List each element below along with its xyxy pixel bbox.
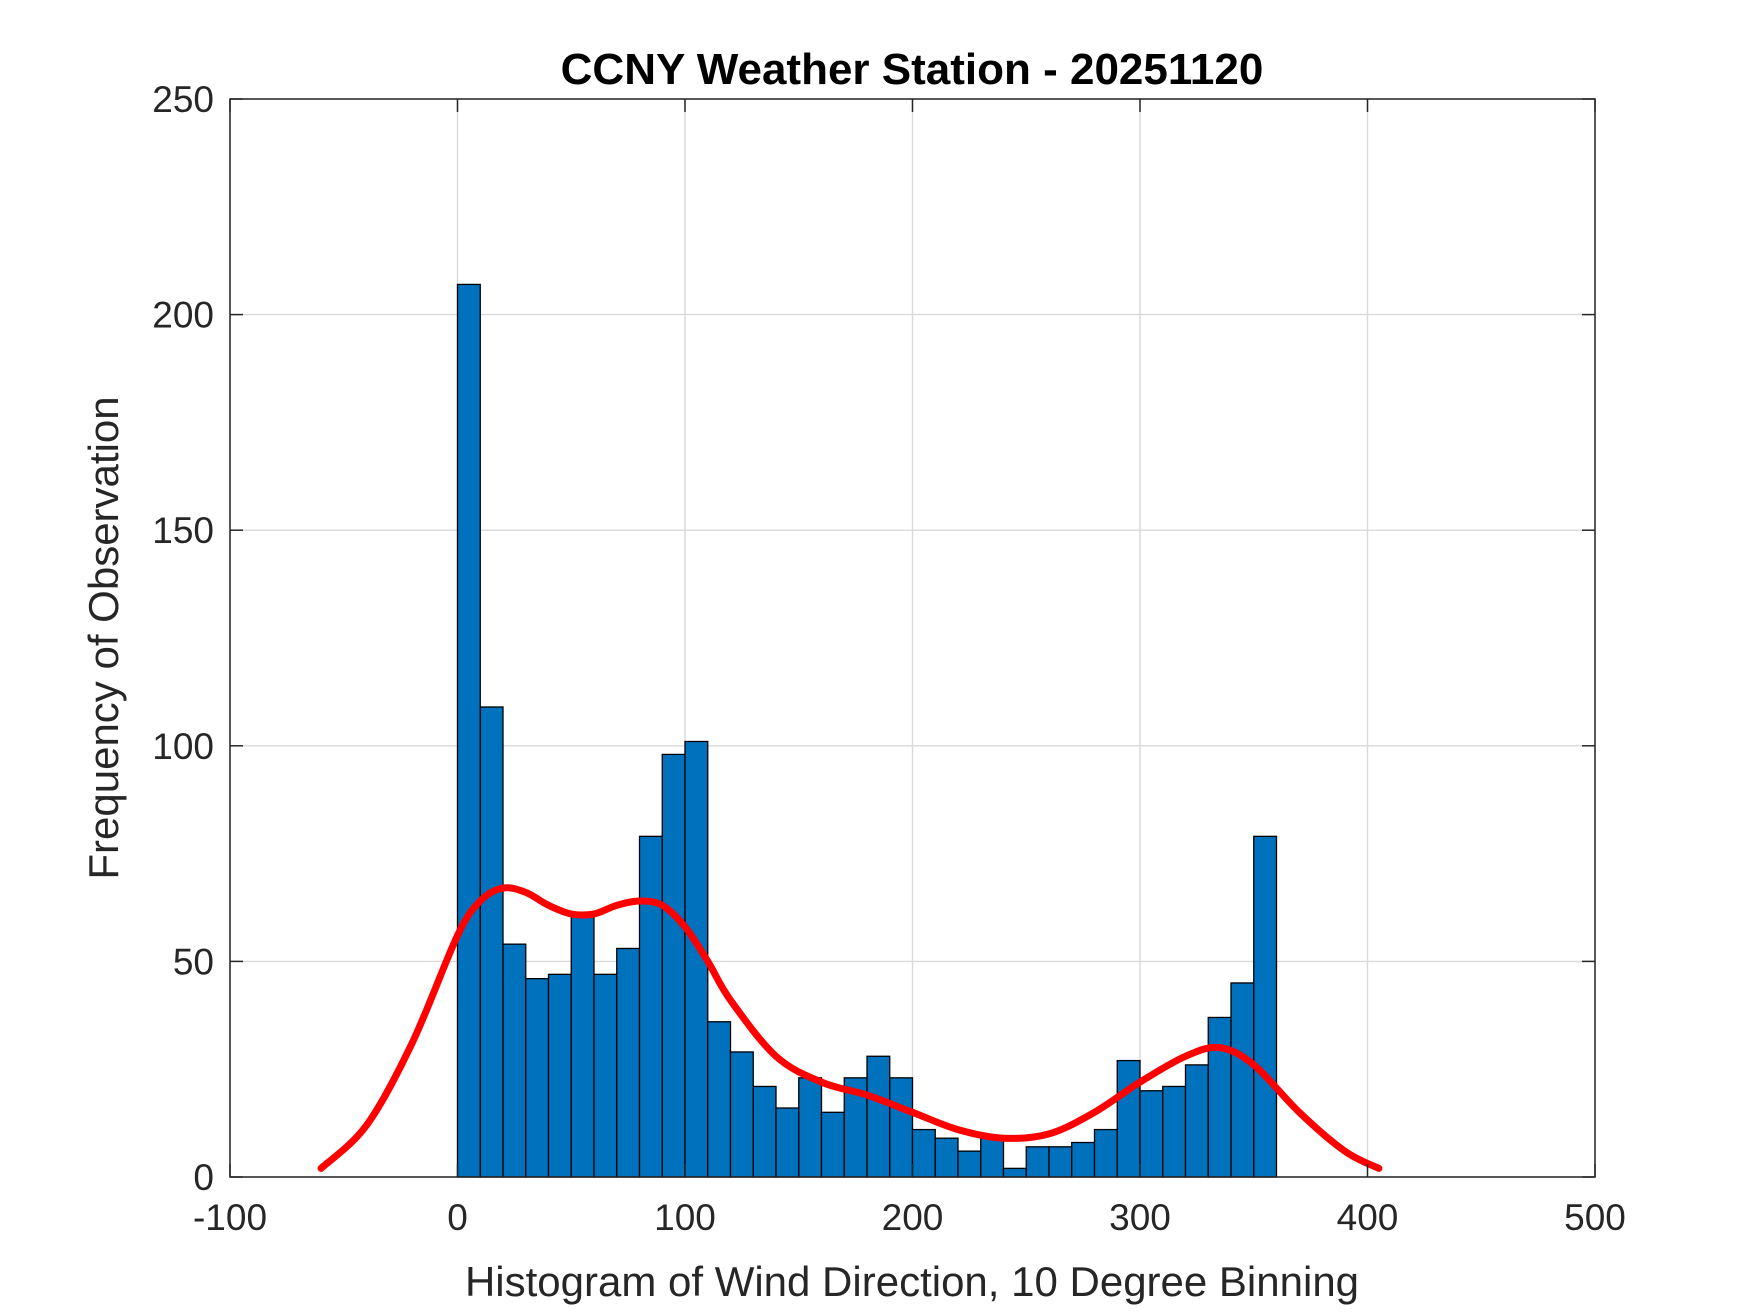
- histogram-bar: [616, 947, 641, 1178]
- y-tick-labels: 0 50 100 150 200 250: [152, 79, 214, 1198]
- histogram-bar: [638, 835, 663, 1178]
- histogram-bar: [479, 706, 504, 1178]
- histogram-bar: [866, 1055, 891, 1178]
- histogram-bar: [456, 283, 481, 1178]
- histogram-bar: [934, 1137, 959, 1178]
- x-tick-label: 500: [1564, 1197, 1626, 1238]
- density-curve-layer: [317, 884, 1383, 1172]
- histogram-bar: [502, 943, 527, 1178]
- histogram-bar: [980, 1137, 1005, 1178]
- x-tick-labels: -100 0 100 200 300 400 500: [193, 1197, 1626, 1238]
- histogram-bar: [1162, 1085, 1187, 1178]
- y-tick-label: 50: [173, 941, 214, 982]
- density-curve: [317, 884, 1383, 1172]
- x-tick-label: 0: [447, 1197, 468, 1238]
- histogram-bar: [1230, 982, 1255, 1178]
- chart-title: CCNY Weather Station - 20251120: [561, 45, 1264, 94]
- histogram-bar: [775, 1107, 800, 1178]
- x-tick-label: 200: [882, 1197, 944, 1238]
- histogram-bar: [570, 913, 595, 1178]
- histogram-bar: [1093, 1128, 1118, 1178]
- x-tick-label: -100: [193, 1197, 267, 1238]
- y-tick-label: 150: [152, 510, 214, 551]
- histogram-bar: [1002, 1167, 1027, 1178]
- x-tick-label: 400: [1337, 1197, 1399, 1238]
- y-axis-label: Frequency of Observation: [80, 396, 127, 879]
- histogram-bars: [456, 283, 1278, 1178]
- axis-ticks: [229, 98, 1596, 1178]
- histogram-bar: [889, 1077, 914, 1178]
- y-tick-label: 100: [152, 726, 214, 767]
- histogram-bar: [798, 1077, 823, 1178]
- histogram-bar: [1184, 1064, 1209, 1178]
- histogram-bar: [547, 973, 572, 1178]
- histogram-bar: [820, 1111, 845, 1178]
- histogram-bar: [707, 1021, 732, 1178]
- histogram-bar: [1207, 1016, 1232, 1178]
- histogram-bar: [1071, 1141, 1096, 1178]
- histogram-bar: [957, 1150, 982, 1178]
- histogram-bar: [1253, 835, 1278, 1178]
- histogram-bar: [729, 1051, 754, 1178]
- x-tick-label: 100: [654, 1197, 716, 1238]
- histogram-bar: [1139, 1090, 1164, 1178]
- histogram-bar: [1048, 1146, 1073, 1178]
- y-tick-label: 0: [193, 1157, 214, 1198]
- histogram-bar: [1025, 1146, 1050, 1178]
- histogram-bar: [525, 977, 550, 1178]
- histogram-bar: [1116, 1059, 1141, 1178]
- histogram-bar: [752, 1085, 777, 1178]
- x-tick-label: 300: [1109, 1197, 1171, 1238]
- histogram-bar: [661, 753, 686, 1178]
- x-axis-label: Histogram of Wind Direction, 10 Degree B…: [465, 1258, 1359, 1305]
- y-tick-label: 250: [152, 79, 214, 120]
- histogram-bar: [593, 973, 618, 1178]
- histogram-bar: [911, 1128, 936, 1178]
- y-tick-label: 200: [152, 295, 214, 336]
